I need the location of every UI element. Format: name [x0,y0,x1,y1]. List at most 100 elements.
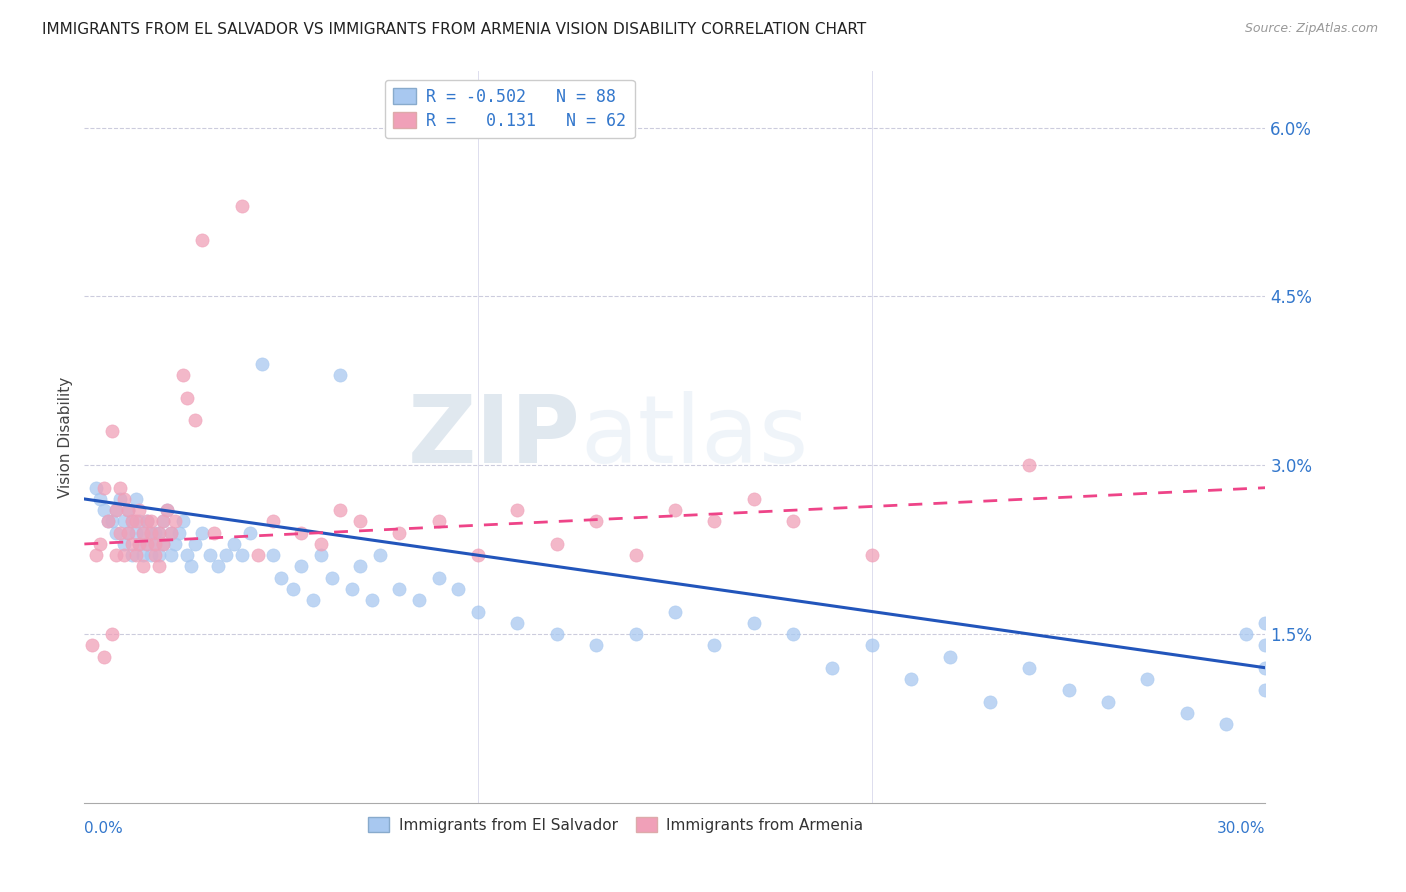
Point [183,537,205,551]
Text: 0.0%: 0.0% [84,821,124,836]
Point [782,515,804,529]
Point [427,571,450,585]
Point [160,525,183,540]
Text: atlas: atlas [581,391,808,483]
Point [703,515,725,529]
Point [152,515,174,529]
Point [262,515,284,529]
Point [329,368,352,383]
Point [821,661,844,675]
Point [128,515,150,529]
Point [309,537,332,551]
Point [97,515,120,529]
Point [112,491,135,506]
Point [546,627,568,641]
Point [141,525,163,540]
Point [329,503,352,517]
Point [270,571,292,585]
Legend: Immigrants from El Salvador, Immigrants from Armenia: Immigrants from El Salvador, Immigrants … [361,812,870,839]
Point [506,615,529,630]
Point [128,537,150,551]
Point [1175,706,1198,720]
Point [172,368,194,383]
Point [152,515,174,529]
Point [191,233,214,247]
Point [160,525,183,540]
Point [93,481,115,495]
Point [1254,615,1277,630]
Point [250,357,273,371]
Point [163,515,186,529]
Point [585,638,607,652]
Point [156,503,179,517]
Point [301,593,323,607]
Point [349,559,371,574]
Point [742,615,765,630]
Point [112,515,135,529]
Point [321,571,343,585]
Point [900,672,922,686]
Point [132,548,155,562]
Point [117,503,139,517]
Point [148,525,170,540]
Point [93,649,115,664]
Point [349,515,371,529]
Point [143,548,166,562]
Point [136,537,159,551]
Point [152,537,174,551]
Point [136,537,159,551]
Point [202,525,225,540]
Point [703,638,725,652]
Point [176,548,198,562]
Point [167,525,190,540]
Point [132,525,155,540]
Point [176,391,198,405]
Point [104,525,127,540]
Point [152,537,174,551]
Point [124,515,146,529]
Point [82,638,104,652]
Point [121,515,143,529]
Point [1057,683,1080,698]
Point [939,649,962,664]
Point [128,503,150,517]
Point [262,548,284,562]
Point [183,413,205,427]
Point [84,481,107,495]
Point [104,503,127,517]
Text: 30.0%: 30.0% [1218,821,1265,836]
Point [467,605,489,619]
Point [624,627,647,641]
Point [128,537,150,551]
Point [1254,661,1277,675]
Point [108,481,131,495]
Point [143,525,166,540]
Point [239,525,262,540]
Point [141,515,163,529]
Point [97,515,120,529]
Point [132,559,155,574]
Point [143,537,166,551]
Point [1234,627,1257,641]
Point [141,525,163,540]
Point [1254,683,1277,698]
Point [215,548,238,562]
Y-axis label: Vision Disability: Vision Disability [58,376,73,498]
Point [141,548,163,562]
Point [108,525,131,540]
Point [108,491,131,506]
Point [447,582,470,596]
Point [281,582,304,596]
Point [664,503,686,517]
Point [388,525,411,540]
Point [546,537,568,551]
Point [290,559,312,574]
Point [388,582,411,596]
Point [156,503,179,517]
Point [246,548,269,562]
Point [191,525,214,540]
Point [231,548,253,562]
Point [1254,638,1277,652]
Point [89,491,111,506]
Point [1018,661,1040,675]
